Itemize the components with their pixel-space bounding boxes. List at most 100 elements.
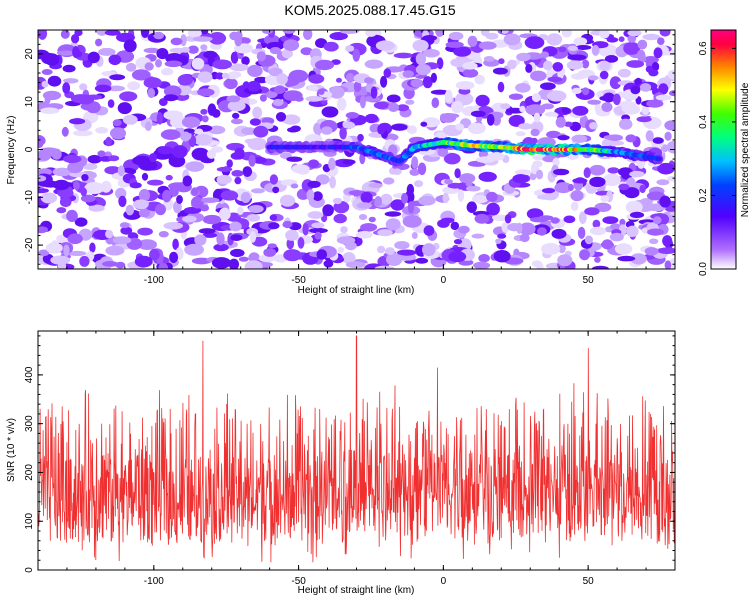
- noise-blob: [229, 221, 242, 232]
- noise-blob: [281, 114, 301, 125]
- noise-blob: [106, 85, 126, 92]
- noise-blob: [572, 105, 589, 116]
- noise-blob: [552, 157, 560, 167]
- noise-blob: [61, 126, 69, 137]
- noise-blob: [442, 192, 450, 204]
- noise-blob: [374, 265, 395, 269]
- noise-blob: [181, 116, 201, 128]
- noise-blob: [315, 174, 330, 185]
- noise-blob: [365, 82, 373, 93]
- noise-blob: [155, 59, 162, 68]
- noise-blob: [609, 76, 622, 90]
- noise-blob: [247, 64, 263, 77]
- noise-blob: [172, 238, 179, 250]
- noise-blob: [664, 120, 675, 131]
- noise-blob: [486, 113, 495, 126]
- noise-blob: [584, 207, 600, 216]
- noise-blob: [627, 34, 637, 43]
- noise-blob: [38, 149, 52, 161]
- noise-blob: [161, 68, 174, 76]
- noise-blob: [177, 74, 193, 86]
- noise-blob: [384, 211, 402, 217]
- noise-blob: [662, 235, 673, 247]
- noise-blob: [200, 197, 220, 203]
- y-tick-label: 200: [24, 464, 35, 481]
- noise-blob: [642, 33, 661, 41]
- noise-blob: [40, 107, 60, 114]
- noise-blob: [240, 96, 250, 104]
- noise-blob: [316, 249, 328, 260]
- noise-blob: [365, 30, 377, 37]
- x-tick-label: -100: [144, 275, 164, 286]
- noise-blob: [96, 30, 108, 36]
- noise-blob: [474, 74, 485, 85]
- noise-blob: [656, 179, 670, 186]
- noise-blob: [664, 131, 672, 141]
- noise-blob: [402, 215, 422, 228]
- y-tick-label: 10: [24, 96, 35, 108]
- noise-blob: [637, 39, 648, 50]
- colorbar-tick-label: 0.4: [698, 115, 709, 129]
- noise-blob: [470, 110, 486, 118]
- noise-blob: [283, 39, 300, 51]
- noise-blob: [466, 201, 477, 213]
- noise-blob: [105, 245, 125, 256]
- noise-blob: [437, 146, 449, 157]
- noise-blob: [109, 74, 126, 81]
- noise-blob: [79, 255, 90, 267]
- noise-blob: [518, 123, 533, 130]
- noise-blob: [563, 215, 576, 224]
- noise-blob: [405, 99, 415, 105]
- noise-blob: [636, 116, 652, 123]
- noise-blob: [311, 222, 325, 229]
- noise-blob: [263, 248, 277, 257]
- noise-blob: [336, 97, 347, 111]
- noise-blob: [465, 180, 473, 188]
- noise-blob: [377, 126, 386, 135]
- noise-blob: [100, 180, 112, 193]
- noise-blob: [397, 249, 417, 256]
- noise-blob: [519, 233, 530, 243]
- noise-blob: [318, 89, 325, 95]
- noise-blob: [547, 76, 563, 83]
- noise-blob: [587, 99, 601, 105]
- noise-blob: [480, 30, 490, 37]
- snr-x-ticks: -100 -50 0 50: [37, 331, 676, 587]
- noise-blob: [486, 202, 500, 216]
- noise-blob: [329, 86, 345, 99]
- noise-blob: [312, 191, 323, 202]
- noise-blob: [450, 58, 467, 68]
- noise-blob: [573, 37, 588, 46]
- noise-blob: [533, 112, 541, 123]
- noise-blob: [584, 235, 594, 245]
- noise-blob: [645, 130, 654, 142]
- noise-blob: [512, 174, 529, 184]
- noise-blob: [591, 265, 609, 269]
- noise-blob: [244, 138, 255, 144]
- x-tick-label: -100: [144, 576, 164, 587]
- y-tick-label: -10: [24, 190, 35, 205]
- noise-blob: [328, 157, 336, 171]
- snr-series-line: [38, 335, 675, 563]
- noise-blob: [303, 30, 313, 40]
- noise-blob: [211, 109, 221, 118]
- noise-blob: [467, 35, 478, 47]
- noise-blob: [571, 87, 582, 94]
- noise-blob: [244, 260, 263, 269]
- noise-blob: [158, 98, 168, 107]
- noise-blob: [184, 243, 205, 256]
- noise-blob: [495, 238, 502, 244]
- noise-blob: [164, 60, 183, 68]
- noise-blob: [605, 140, 625, 146]
- noise-blob: [612, 93, 621, 106]
- noise-blob: [356, 202, 372, 209]
- noise-blob: [197, 71, 213, 83]
- noise-blob: [532, 160, 543, 168]
- y-tick-label: 300: [24, 415, 35, 432]
- noise-blob: [51, 148, 62, 160]
- noise-blob: [282, 30, 296, 34]
- noise-blob: [391, 123, 408, 131]
- noise-blob: [423, 48, 440, 58]
- noise-blob: [237, 206, 244, 215]
